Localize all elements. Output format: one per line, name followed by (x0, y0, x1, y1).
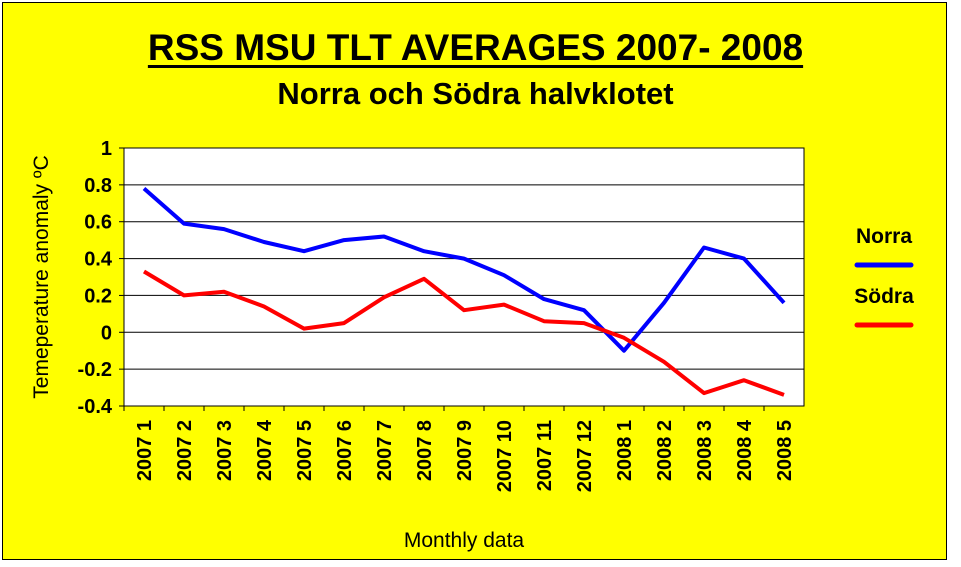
y-tick-label: -0.4 (78, 396, 113, 418)
x-tick-label: 2007 7 (374, 420, 396, 481)
series-line-norra (142, 186, 786, 353)
legend: Norra Södra (854, 225, 914, 328)
y-tick-label: 1 (101, 138, 112, 160)
chart-subtitle: Norra och Södra halvklotet (277, 76, 674, 111)
series-lines (142, 186, 786, 397)
x-tick-label: 2007 5 (294, 420, 316, 481)
chart-title: RSS MSU TLT AVERAGES 2007- 2008 (147, 27, 804, 68)
y-tick-label: 0.4 (84, 249, 113, 271)
y-tick-label: 0 (101, 322, 112, 344)
x-tick-label: 2008 2 (654, 420, 676, 481)
series-line-sdra (142, 269, 785, 397)
y-tick-label: 0.8 (84, 175, 112, 197)
y-axis-ticks: 1 0.8 0.6 0.4 0.2 0 -0.2 -0.4 (78, 138, 124, 418)
plot-area (123, 147, 805, 407)
y-axis-label: Temeperature anomaly ºC (30, 155, 53, 398)
x-axis-ticks: 2007 1 2007 2 2007 3 2007 4 2007 5 2007 6 2007… (123, 406, 796, 492)
x-tick-label: 2007 3 (214, 420, 236, 481)
x-tick-label: 2008 5 (774, 420, 796, 481)
x-tick-label: 2007 9 (454, 420, 476, 481)
legend-label: Södra (854, 285, 914, 308)
x-tick-label: 2007 1 (134, 420, 156, 481)
x-axis-label: Monthly data (404, 529, 525, 552)
x-tick-label: 2008 1 (614, 420, 636, 481)
x-tick-label: 2007 10 (494, 420, 516, 492)
y-tick-label: 0.2 (84, 285, 112, 307)
x-tick-label: 2008 3 (694, 420, 716, 481)
x-tick-label: 2008 4 (734, 419, 756, 481)
x-tick-label: 2007 11 (534, 420, 556, 491)
y-tick-label: 0.6 (84, 212, 112, 234)
x-tick-label: 2007 6 (334, 420, 356, 481)
x-tick-label: 2007 8 (414, 420, 436, 481)
x-tick-label: 2007 4 (254, 419, 276, 481)
y-tick-label: -0.2 (78, 359, 112, 381)
legend-label: Norra (856, 225, 912, 248)
x-tick-label: 2007 12 (574, 420, 596, 492)
x-tick-label: 2007 2 (174, 420, 196, 481)
